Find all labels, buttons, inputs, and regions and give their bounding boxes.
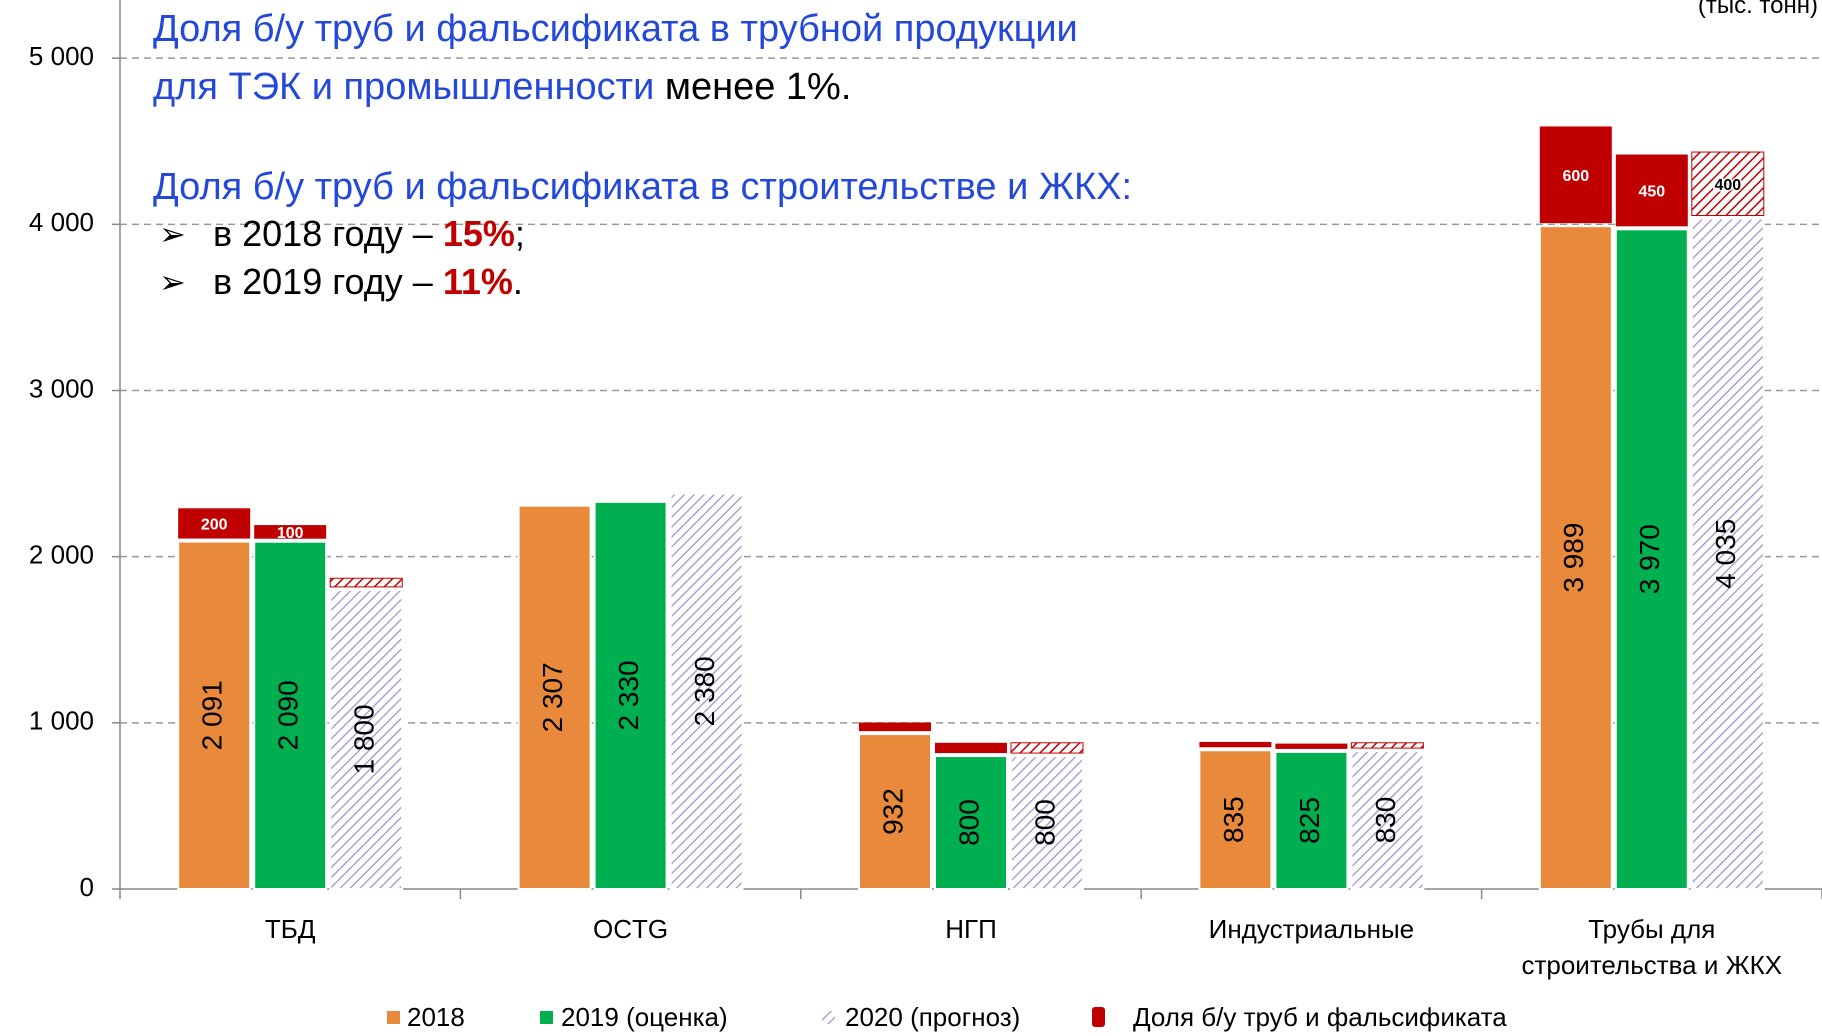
bar [934,755,1008,891]
bar-value-label: 1 800 [349,704,380,774]
overlay-bar [1350,742,1424,749]
annotation-text: . [512,261,523,302]
x-tick-label: OCTG [593,914,669,944]
legend-swatch [1092,1007,1105,1027]
overlay-bar [1010,742,1084,754]
unit-label: (тыс. тонн) [1697,0,1818,19]
y-tick-label: 2 000 [29,540,94,570]
bar-value-label: 825 [1294,797,1325,844]
overlay-bar [178,508,251,539]
y-tick-label: 3 000 [29,373,94,403]
bar [517,504,592,890]
bar-value-label: 3 970 [1634,524,1665,594]
bar-value-label: 3 989 [1558,523,1589,593]
bar [1198,749,1273,890]
overlay-bar [1199,741,1272,748]
overlay-bar [329,577,403,588]
y-tick-label: 0 [80,872,94,902]
annotation-text: Доля б/у труб и фальсификата в строитель… [153,166,1133,208]
overlay-bar [1275,743,1348,749]
overlay-bar [1691,151,1765,217]
bar [329,588,404,891]
overlay-bar [1615,154,1688,227]
bar-value-label: 800 [953,799,984,846]
annotation-text: для ТЭК и промышленности [153,66,655,108]
overlay-value-label: 100 [277,525,304,542]
legend-swatch [387,1011,400,1024]
y-tick-label: 1 000 [29,706,94,736]
bar-value-label: 4 035 [1710,519,1741,589]
annotation-line: Доля б/у труб и фальсификата в строитель… [153,168,1132,206]
y-tick-label: 4 000 [29,207,94,237]
bar-value-label: 932 [877,788,908,835]
annotation-text: 11% [442,261,513,302]
bar [1274,750,1349,890]
y-tick-label: 5 000 [29,41,94,71]
bar-value-label: 2 380 [689,656,720,726]
bullet: ➢ [159,264,186,300]
bar [1350,750,1425,891]
overlay-value-label: 600 [1562,168,1589,185]
bar-value-label: 2 330 [613,660,644,730]
annotation-line: для ТЭК и промышленности менее 1%. [153,68,851,106]
overlay-bar [1539,126,1612,224]
bar [177,540,252,890]
bar-value-label: 830 [1370,797,1401,844]
bar [593,500,668,890]
overlay-bar [935,742,1007,754]
legend-label: 2020 (прогноз) [845,1002,1020,1032]
annotation-text: 15% [442,213,515,254]
annotation-line: в 2018 году – 15%; [213,216,525,252]
bar-value-label: 2 090 [273,680,304,750]
bullet: ➢ [159,216,186,252]
overlay-value-label: 450 [1638,184,1665,201]
annotation-line: в 2019 году – 11%. [213,264,523,300]
legend-label: Доля б/у труб и фальсификата [1133,1002,1507,1032]
annotation-text: менее 1%. [654,66,852,108]
bar [858,733,932,891]
bar-value-label: 835 [1218,796,1249,843]
annotation-text: Доля б/у труб и фальсификата в трубной п… [153,8,1078,50]
bar [669,492,744,890]
legend-swatch [822,1011,835,1024]
overlay-bar [254,525,327,539]
annotation-text: ; [514,213,525,254]
overlay-value-label: 200 [201,517,228,534]
annotation-text: в 2019 году – [213,261,443,302]
x-tick-label: ТБД [264,914,316,944]
bar-value-label: 2 091 [197,680,228,750]
bar-value-label: 800 [1029,799,1060,846]
overlay-value-label: 400 [1714,177,1741,194]
bar [253,540,328,891]
annotation-line: Доля б/у труб и фальсификата в трубной п… [153,10,1078,48]
x-tick-label: Трубы для строительства и ЖКХ [1521,914,1783,980]
legend-swatch [540,1011,553,1024]
legend-label: 2018 [407,1002,465,1032]
legend-label: 2019 (оценка) [561,1002,728,1032]
bar [1690,217,1765,890]
x-tick-label: НГП [945,914,997,944]
bar [1614,228,1689,891]
bar-value-label: 2 307 [537,662,568,732]
bar [1538,225,1613,890]
annotation-text: в 2018 году – [213,213,443,254]
bar [1010,755,1084,891]
x-tick-label: Индустриальные [1208,914,1415,944]
overlay-bar [859,722,931,732]
